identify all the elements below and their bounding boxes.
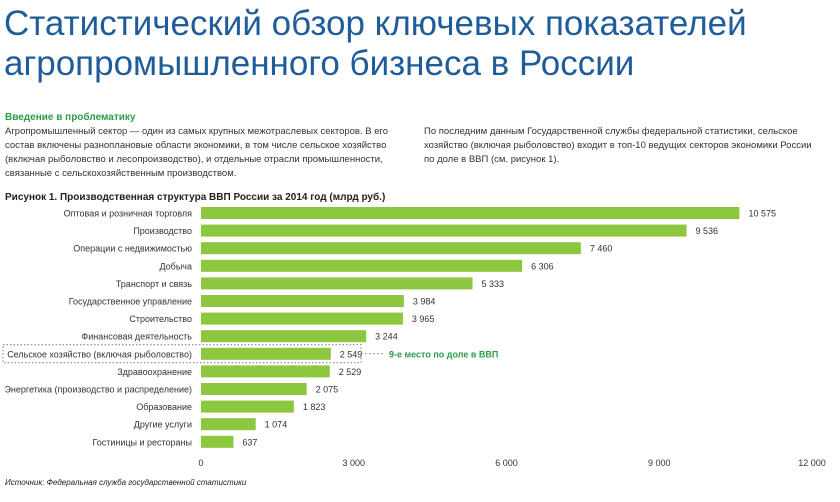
annotation: 9-е место по доле в ВВП (389, 349, 498, 359)
value-label: 2 549 (340, 349, 363, 359)
category-label: Добыча (159, 261, 192, 271)
x-tick-label: 0 (198, 458, 203, 468)
value-label: 1 823 (303, 402, 326, 412)
bar (201, 435, 234, 448)
bar (201, 330, 367, 343)
x-tick-label: 3 000 (342, 458, 365, 468)
category-label: Здравоохранение (117, 367, 192, 377)
category-label: Операции с недвижимостью (73, 244, 192, 254)
bar (201, 207, 740, 219)
value-label: 9 536 (696, 226, 719, 236)
bar (201, 224, 687, 237)
bar (201, 242, 581, 255)
value-label: 7 460 (590, 244, 613, 254)
x-tick-label: 12 000 (798, 458, 826, 468)
source-note: Источник: Федеральная служба государстве… (5, 478, 247, 487)
title-line-2: агропромышленного бизнеса в России (4, 44, 635, 83)
value-label: 2 529 (339, 367, 362, 377)
category-label: Оптовая и розничная торговля (64, 209, 193, 219)
category-label: Образование (136, 402, 192, 412)
intro-right-paragraph: По последним данным Государственной служ… (424, 126, 812, 165)
value-label: 5 333 (482, 279, 505, 289)
bar (201, 277, 473, 290)
value-label: 3 244 (375, 332, 398, 342)
category-label: Производство (133, 226, 192, 236)
bar (201, 312, 403, 325)
category-label: Строительство (129, 314, 192, 324)
bar (201, 418, 256, 431)
value-label: 1 074 (265, 420, 288, 430)
value-label: 3 965 (412, 314, 435, 324)
value-label: 637 (242, 437, 257, 447)
category-label: Энергетика (производство и распределение… (4, 385, 192, 395)
value-label: 3 984 (413, 297, 436, 307)
category-label: Сельское хозяйство (включая рыболовство) (7, 349, 192, 359)
category-label: Транспорт и связь (116, 279, 192, 289)
page-title: Статистический обзор ключевых показателе… (4, 4, 747, 84)
value-label: 2 075 (316, 385, 339, 395)
bar (201, 400, 294, 413)
bar (201, 347, 331, 360)
title-line-1: Статистический обзор ключевых показателе… (4, 4, 747, 43)
category-label: Государственное управление (69, 297, 192, 307)
category-label: Финансовая деятельность (81, 332, 192, 342)
bar (201, 295, 404, 307)
bar (201, 365, 330, 378)
value-label: 10 575 (748, 209, 776, 219)
category-label: Гостиницы и рестораны (92, 437, 192, 447)
intro-heading: Введение в проблематику (5, 112, 136, 123)
x-tick-label: 9 000 (648, 458, 671, 468)
chart-title: Рисунок 1. Производственная структура ВВ… (5, 192, 386, 203)
bar (201, 259, 523, 272)
category-label: Другие услуги (134, 420, 192, 430)
intro-left-paragraph: Агропромышленный сектор — один из самых … (5, 126, 389, 179)
value-label: 6 306 (531, 261, 554, 271)
highlight-box (2, 344, 362, 364)
bar (201, 383, 307, 395)
x-tick-label: 6 000 (495, 458, 518, 468)
